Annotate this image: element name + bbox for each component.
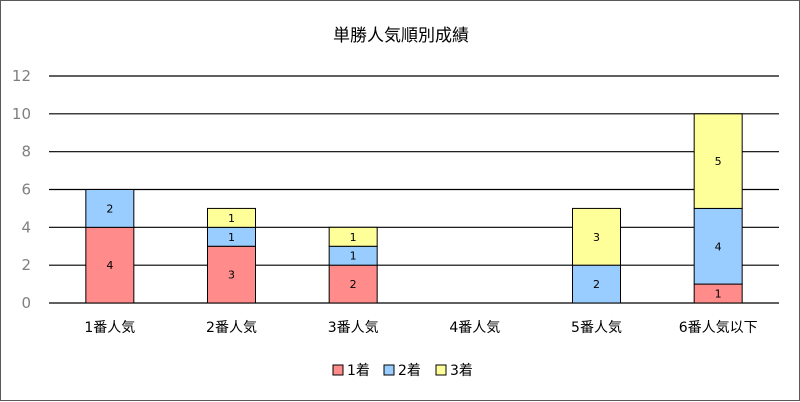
y-tick-label: 6 xyxy=(21,181,31,199)
bar-segment xyxy=(85,226,135,304)
bar-segment xyxy=(572,207,621,266)
y-axis-ticks: 0 2 4 6 8 10 12 xyxy=(12,67,31,312)
bar-segment xyxy=(693,113,743,209)
bar-segment xyxy=(328,264,378,304)
data-label: 5 xyxy=(715,155,722,168)
data-label: 1 xyxy=(228,231,235,244)
data-label: 1 xyxy=(715,288,722,301)
bars: 4 2 3 1 1 2 1 1 2 3 1 4 5 xyxy=(85,113,743,304)
x-tick-label: 5番人気 xyxy=(571,320,622,336)
data-label: 2 xyxy=(350,278,357,291)
data-label: 3 xyxy=(228,269,235,282)
bar-segment xyxy=(207,207,256,228)
y-tick-label: 8 xyxy=(21,143,31,161)
legend-swatch xyxy=(435,364,447,376)
bar-segment xyxy=(207,245,256,304)
data-label: 1 xyxy=(350,231,357,244)
bar-segment xyxy=(328,226,378,247)
legend-label: 1着 xyxy=(347,363,370,379)
gridlines xyxy=(49,75,779,304)
data-label: 3 xyxy=(593,231,600,244)
x-tick-label: 6番人気以下 xyxy=(679,320,758,336)
legend: 1着 2着 3着 xyxy=(332,363,473,379)
y-tick-label: 4 xyxy=(21,218,31,236)
y-tick-label: 0 xyxy=(21,294,31,312)
bar-segment xyxy=(693,207,743,285)
bar-segment xyxy=(572,264,621,304)
data-label: 1 xyxy=(350,250,357,263)
x-tick-label: 2番人気 xyxy=(206,320,257,336)
y-tick-label: 10 xyxy=(12,105,31,123)
y-tick-label: 12 xyxy=(12,67,31,85)
legend-swatch xyxy=(332,364,344,376)
chart-title: 単勝人気順別成績 xyxy=(333,26,469,46)
bar-segment xyxy=(85,189,135,228)
x-tick-label: 1番人気 xyxy=(84,320,135,336)
data-label: 2 xyxy=(593,278,600,291)
data-label: 4 xyxy=(106,259,113,272)
x-tick-label: 4番人気 xyxy=(449,320,500,336)
x-tick-label: 3番人気 xyxy=(328,320,379,336)
data-label: 2 xyxy=(106,202,113,215)
data-label: 4 xyxy=(715,240,722,253)
legend-label: 2着 xyxy=(398,363,421,379)
data-label: 1 xyxy=(228,212,235,225)
legend-label: 3着 xyxy=(450,363,473,379)
y-tick-label: 2 xyxy=(21,256,31,274)
legend-swatch xyxy=(383,364,395,376)
x-axis-ticks: 1番人気 2番人気 3番人気 4番人気 5番人気 6番人気以下 xyxy=(84,320,757,336)
